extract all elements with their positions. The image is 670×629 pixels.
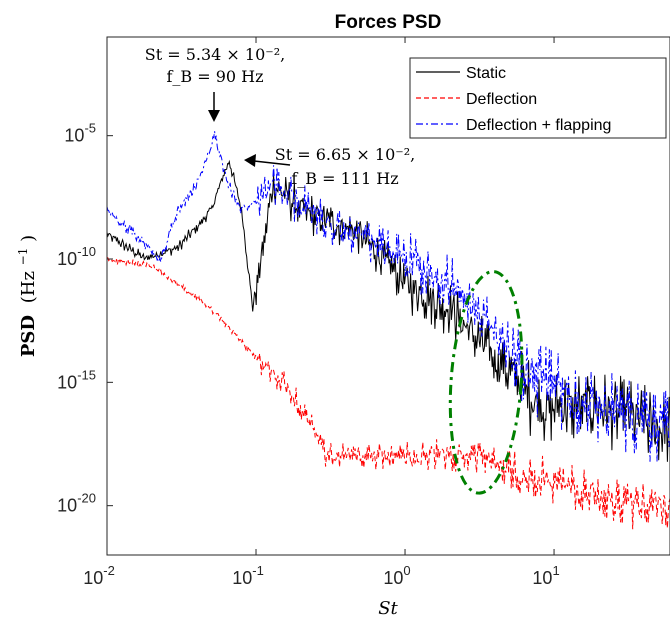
plot-area-frame: [106, 36, 670, 556]
x-tick-label: 101: [532, 563, 559, 588]
annotation-2-line1: St = 6.65 × 10⁻²,: [275, 145, 415, 164]
svg-text:PSD (Hz −1 ): PSD (Hz −1 ): [11, 235, 39, 357]
highlight-ellipse-layer: [448, 270, 524, 495]
y-tick-label: 10-15: [57, 367, 96, 392]
data-traces: [106, 131, 670, 530]
series-line-deflection-flapping: [106, 131, 670, 462]
series-line-static: [106, 159, 670, 462]
x-tick-label: 100: [383, 563, 410, 588]
x-tick-label: 10-2: [83, 563, 115, 588]
x-axis-label: St: [378, 598, 398, 619]
annotation-2-arrow-head: [244, 154, 256, 167]
highlight-ellipse: [448, 270, 524, 495]
chart-title: Forces PSD: [335, 12, 442, 33]
annotation-1-arrow-head: [208, 110, 220, 122]
legend-label-deflection: Deflection: [466, 91, 537, 108]
y-tick-label: 10-5: [64, 121, 96, 146]
annotation-1-line1: St = 5.34 × 10⁻²,: [145, 45, 285, 64]
annotation-2-line2: f_B = 111 Hz: [291, 169, 398, 188]
y-axis-label-unit-exp: −1: [16, 248, 30, 266]
y-tick-label: 10-10: [57, 244, 96, 269]
annotations: St = 5.34 × 10⁻², f_B = 90 Hz St = 6.65 …: [145, 45, 415, 188]
y-axis-label: PSD (Hz −1 ): [11, 235, 39, 357]
y-axis-label-main: PSD: [18, 315, 39, 357]
x-tick-label: 10-1: [232, 563, 264, 588]
y-axis-label-unit: (Hz: [18, 271, 39, 303]
legend: Static Deflection Deflection + flapping: [409, 57, 667, 139]
axis-ticks: 10-2 10-1 100 101 10-5 10-10 10-15 10-20: [57, 37, 560, 588]
y-tick-label: 10-20: [57, 491, 96, 516]
legend-label-deflection-flapping: Deflection + flapping: [466, 117, 611, 134]
annotation-2-arrow-shaft: [253, 160, 291, 166]
legend-label-static: Static: [466, 65, 506, 82]
annotation-1-line2: f_B = 90 Hz: [166, 67, 263, 86]
y-axis-label-unit-close: ): [18, 235, 39, 242]
series-line-deflection: [106, 256, 670, 530]
